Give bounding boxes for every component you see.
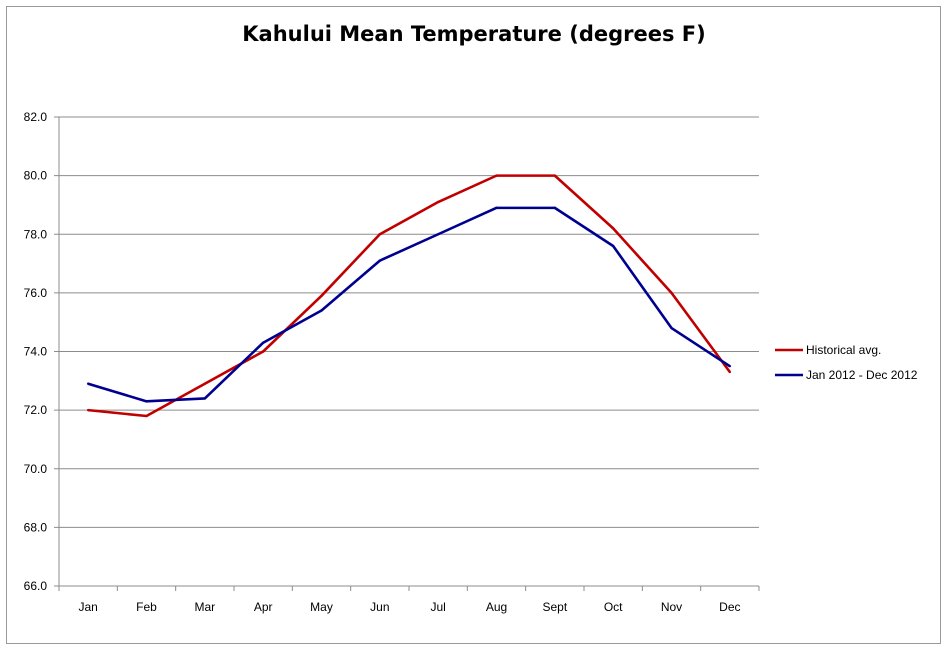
x-tick-label: Oct bbox=[604, 600, 623, 614]
y-tick-label: 74.0 bbox=[24, 345, 48, 359]
x-tick-label: Jan bbox=[78, 600, 97, 614]
y-tick-label: 76.0 bbox=[24, 286, 48, 300]
x-tick-labels: Jan Feb Mar Apr May Jun Jul Aug Sept Oct Nov Dec bbox=[78, 600, 740, 614]
x-tick-label: Dec bbox=[719, 600, 740, 614]
legend: Historical avg. Jan 2012 - Dec 2012 bbox=[775, 343, 918, 382]
x-tick-label: Jul bbox=[430, 600, 445, 614]
x-tick-label: Sept bbox=[542, 600, 567, 614]
series-line-1 bbox=[88, 174, 731, 418]
x-tick-label: Apr bbox=[254, 600, 273, 614]
data-point bbox=[611, 244, 615, 248]
data-point bbox=[495, 206, 498, 210]
y-tick-label: 68.0 bbox=[24, 520, 48, 534]
y-tick-label: 80.0 bbox=[24, 169, 48, 183]
y-tick-label: 82.0 bbox=[24, 110, 48, 124]
y-tick-label: 72.0 bbox=[24, 403, 48, 417]
data-point bbox=[728, 364, 732, 368]
data-point bbox=[495, 174, 498, 177]
x-tick-label: Mar bbox=[194, 600, 215, 614]
gridlines bbox=[59, 116, 759, 587]
data-point bbox=[670, 291, 673, 295]
data-point bbox=[378, 259, 382, 262]
data-point bbox=[378, 233, 382, 236]
series-line-2 bbox=[87, 206, 731, 403]
data-point bbox=[553, 206, 557, 210]
x-tick-label: Nov bbox=[661, 600, 682, 614]
axes bbox=[54, 116, 760, 591]
data-point bbox=[261, 341, 265, 344]
y-tick-label: 78.0 bbox=[24, 227, 48, 241]
y-tick-labels: 66.0 68.0 70.0 72.0 74.0 76.0 78.0 80.0 82.0 bbox=[24, 110, 48, 593]
data-point bbox=[203, 382, 207, 385]
y-tick-label: 70.0 bbox=[24, 462, 48, 476]
data-point bbox=[203, 397, 207, 400]
data-point bbox=[145, 414, 148, 418]
legend-label-2: Jan 2012 - Dec 2012 bbox=[806, 368, 918, 382]
data-point bbox=[320, 294, 323, 298]
data-point bbox=[670, 326, 673, 330]
data-point bbox=[261, 350, 265, 353]
data-point bbox=[86, 382, 90, 385]
y-tick-label: 66.0 bbox=[24, 579, 48, 593]
data-point bbox=[611, 227, 615, 230]
x-tick-label: May bbox=[310, 600, 333, 614]
x-tick-label: Jun bbox=[370, 600, 389, 614]
chart-title: Kahului Mean Temperature (degrees F) bbox=[242, 22, 706, 46]
data-point bbox=[553, 174, 557, 177]
x-tick-label: Feb bbox=[136, 600, 157, 614]
data-point bbox=[320, 309, 323, 312]
series-lines bbox=[86, 174, 732, 418]
legend-label-1: Historical avg. bbox=[806, 343, 881, 357]
data-point bbox=[436, 200, 440, 204]
data-point bbox=[145, 400, 148, 403]
data-point bbox=[728, 370, 732, 374]
data-point bbox=[436, 233, 440, 236]
data-point bbox=[86, 408, 90, 412]
chart-frame bbox=[6, 6, 941, 644]
x-tick-label: Aug bbox=[486, 600, 507, 614]
